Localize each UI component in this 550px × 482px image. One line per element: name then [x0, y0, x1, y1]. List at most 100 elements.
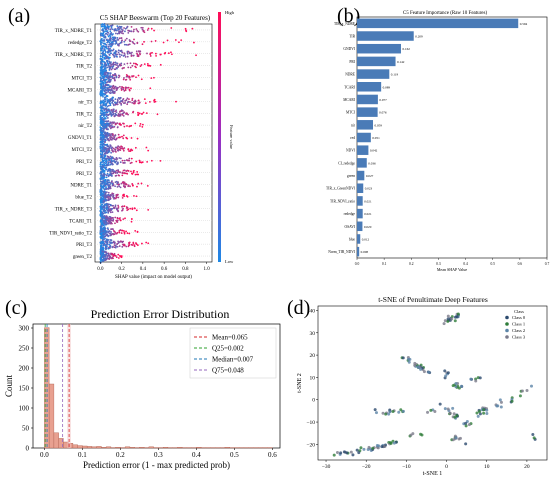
shap-point: [107, 120, 109, 122]
shap-point: [131, 149, 133, 151]
shap-point: [105, 194, 107, 196]
importance-bar: [357, 196, 363, 206]
shap-point: [131, 218, 133, 220]
feature-label: Norm_TIR_NDVI: [328, 250, 356, 254]
value-label: 0.020: [364, 225, 372, 229]
importance-bar: [357, 145, 368, 155]
shap-point: [130, 244, 132, 246]
shap-point: [112, 54, 114, 56]
shap-point: [114, 243, 116, 245]
shap-point: [102, 96, 104, 98]
shap-point: [108, 140, 110, 142]
shap-point: [137, 54, 139, 56]
shap-point: [138, 50, 140, 52]
shap-point: [106, 128, 108, 130]
shap-point: [101, 132, 103, 134]
shap-point: [151, 160, 153, 162]
shap-point: [151, 41, 153, 43]
shap-point: [136, 171, 138, 173]
shap-point: [108, 187, 110, 189]
shap-point: [118, 52, 120, 54]
tsne-point: [371, 447, 374, 450]
shap-point: [101, 123, 103, 125]
tsne-point: [468, 423, 471, 426]
shap-point: [101, 259, 103, 261]
tsne-point: [333, 454, 336, 457]
shap-point: [100, 101, 102, 103]
shap-point: [109, 31, 111, 33]
x-tick-label-b: 0.2: [409, 262, 414, 266]
shap-point: [110, 219, 112, 221]
shap-point: [112, 39, 114, 41]
shap-point: [164, 53, 166, 55]
shap-point: [126, 195, 128, 197]
shap-point: [106, 246, 108, 248]
shap-point: [116, 162, 118, 164]
shap-point: [105, 244, 107, 246]
panel-d: (d) t-SNE of Penultimate Deep Features −…: [285, 288, 550, 477]
shap-point: [108, 81, 110, 83]
feature-label: PRI_T3: [76, 243, 92, 248]
legend-title-d: Class: [514, 309, 524, 314]
y-tick-label-c: 250: [19, 345, 30, 353]
shap-point: [160, 54, 162, 56]
shap-point: [109, 208, 111, 210]
shap-point: [123, 27, 125, 29]
tsne-point: [443, 322, 446, 325]
shap-point: [106, 176, 108, 178]
shap-point: [168, 52, 170, 54]
shap-point: [122, 114, 124, 116]
shap-point: [124, 39, 126, 41]
tsne-point: [457, 437, 460, 440]
shap-point: [126, 173, 128, 175]
shap-point: [119, 26, 121, 28]
shap-point: [103, 69, 105, 71]
legend-label-d: Class 2: [512, 328, 525, 333]
shap-point: [102, 198, 104, 200]
shap-point: [136, 186, 138, 188]
shap-point: [103, 193, 105, 195]
shap-point: [109, 174, 111, 176]
shap-point: [111, 114, 113, 116]
shap-beeswarm-chart: (a) C5 SHAP Beeswarm (Top 20 Features) T…: [0, 0, 270, 280]
shap-point: [115, 51, 117, 53]
tsne-point: [474, 379, 477, 382]
beeswarm-row: TIR_x_NDRE_T3: [55, 202, 212, 216]
shap-point: [135, 63, 137, 65]
shap-point: [129, 43, 131, 45]
shap-point: [111, 111, 113, 113]
value-label: 0.036: [368, 161, 376, 165]
legend-marker-d: [505, 316, 509, 320]
tsne-point: [384, 413, 387, 416]
shap-point: [104, 241, 106, 243]
value-label: 0.594: [520, 22, 528, 26]
shap-point: [103, 136, 105, 138]
shap-point: [106, 174, 108, 176]
importance-bar: [357, 95, 378, 105]
shap-point: [119, 54, 121, 56]
shap-point: [108, 26, 110, 28]
shap-point: [124, 63, 126, 65]
tsne-point: [447, 315, 450, 318]
shap-point: [102, 32, 104, 34]
shap-point: [102, 29, 104, 31]
beeswarm-row: TIR_NDVI_ratio_T2: [49, 225, 212, 239]
shap-point: [114, 37, 116, 39]
shap-point: [112, 43, 114, 45]
feature-label: TIR_T2: [76, 65, 93, 70]
importance-bar: [357, 158, 367, 168]
histogram-bar: [130, 447, 135, 448]
shap-point: [178, 41, 180, 43]
shap-point: [109, 62, 111, 64]
shap-point: [107, 114, 109, 116]
shap-point: [100, 78, 102, 80]
feature-label: MCARI_T3: [68, 88, 93, 93]
shap-point: [108, 56, 110, 58]
shap-point: [103, 103, 105, 105]
shap-point: [105, 188, 107, 190]
shap-point: [107, 170, 109, 172]
shap-point: [114, 91, 116, 93]
shap-point: [153, 77, 155, 79]
shap-point: [140, 123, 142, 125]
shap-point: [105, 51, 107, 53]
